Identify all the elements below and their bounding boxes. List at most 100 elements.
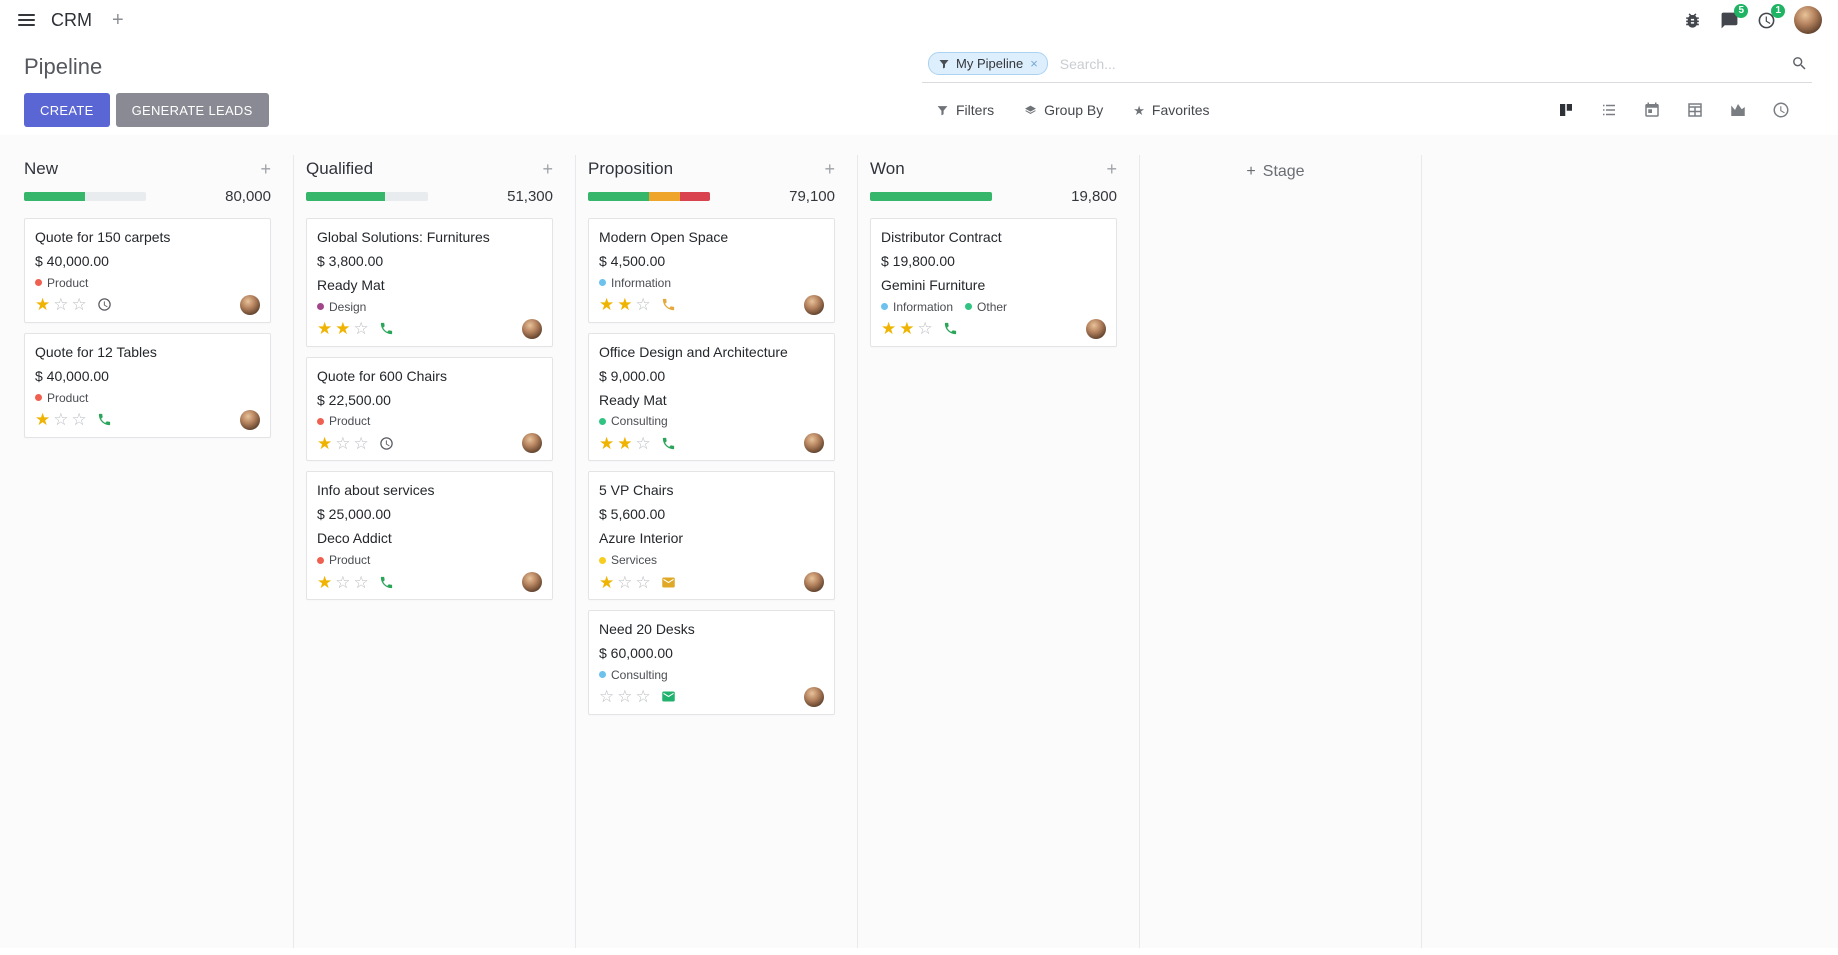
priority-star-icon[interactable]: ★ — [881, 319, 897, 339]
priority-star-icon[interactable]: ☆ — [335, 572, 351, 592]
card-footer: ★ ☆ ☆ — [35, 294, 260, 315]
quick-add-plus-icon[interactable]: + — [542, 159, 553, 179]
salesperson-avatar[interactable] — [1086, 318, 1106, 339]
salesperson-avatar[interactable] — [240, 294, 260, 315]
kanban-card[interactable]: Need 20 Desks $ 60,000.00 Consulting ☆ ☆ ☆ — [588, 610, 835, 715]
activity-phone-icon[interactable] — [379, 575, 394, 590]
priority-star-icon[interactable]: ★ — [317, 572, 333, 592]
debug-bug-icon[interactable] — [1683, 11, 1702, 30]
priority-star-icon[interactable]: ☆ — [617, 687, 633, 707]
salesperson-avatar[interactable] — [522, 318, 542, 339]
activity-envelope-icon[interactable] — [661, 575, 676, 590]
priority-star-icon[interactable]: ☆ — [635, 295, 651, 315]
search-icon[interactable] — [1791, 55, 1808, 72]
view-switch-list-icon[interactable] — [1600, 101, 1618, 119]
salesperson-avatar[interactable] — [804, 572, 824, 593]
view-switch-graph-icon[interactable] — [1729, 101, 1747, 119]
kanban-card[interactable]: Office Design and Architecture $ 9,000.00… — [588, 332, 835, 462]
priority-star-icon[interactable]: ★ — [617, 295, 633, 315]
group-by-button[interactable]: Group By — [1024, 102, 1103, 118]
priority-star-icon[interactable]: ☆ — [53, 295, 69, 315]
activity-phone-icon[interactable] — [661, 436, 676, 451]
user-avatar[interactable] — [1794, 6, 1822, 34]
priority-star-icon[interactable]: ★ — [335, 319, 351, 339]
priority-star-icon[interactable]: ★ — [317, 433, 333, 453]
search-bar[interactable]: My Pipeline × — [922, 50, 1812, 83]
salesperson-avatar[interactable] — [804, 433, 824, 454]
priority-star-icon[interactable]: ☆ — [635, 687, 651, 707]
search-input[interactable] — [1059, 55, 1781, 72]
kanban-card[interactable]: Quote for 600 Chairs $ 22,500.00 Product ★ ☆… — [306, 356, 553, 462]
facet-remove-icon[interactable]: × — [1030, 56, 1038, 71]
column-progressbar[interactable] — [870, 192, 992, 201]
view-switch-activity-icon[interactable] — [1772, 101, 1790, 119]
activity-phone-icon[interactable] — [379, 321, 394, 336]
activity-clock-icon[interactable] — [97, 297, 112, 312]
priority-star-icon[interactable]: ☆ — [353, 433, 369, 453]
activity-phone-icon[interactable] — [97, 412, 112, 427]
quick-add-plus-icon[interactable]: + — [1106, 159, 1117, 179]
priority-star-icon[interactable]: ☆ — [917, 319, 933, 339]
progressbar-segment[interactable] — [588, 192, 649, 201]
kanban-card[interactable]: Quote for 150 carpets $ 40,000.00 Product ★… — [24, 218, 271, 323]
plus-icon[interactable]: + — [112, 9, 124, 31]
column-progressbar[interactable] — [588, 192, 710, 201]
progressbar-segment[interactable] — [306, 192, 386, 201]
kanban-card[interactable]: Modern Open Space $ 4,500.00 Information ★ ★… — [588, 218, 835, 323]
create-button[interactable]: CREATE — [24, 93, 110, 127]
kanban-card[interactable]: Quote for 12 Tables $ 40,000.00 Product ★ ☆ ☆ — [24, 332, 271, 438]
kanban-card[interactable]: Global Solutions: Furnitures $ 3,800.00 Re… — [306, 218, 553, 347]
priority-star-icon[interactable]: ☆ — [635, 572, 651, 592]
priority-star-icon[interactable]: ☆ — [599, 687, 615, 707]
column-progressbar[interactable] — [24, 192, 146, 201]
progressbar-segment[interactable] — [679, 192, 710, 201]
salesperson-avatar[interactable] — [522, 433, 542, 454]
view-switch-calendar-icon[interactable] — [1643, 101, 1661, 119]
progressbar-segment[interactable] — [24, 192, 85, 201]
activities-clock-icon[interactable]: 1 — [1757, 3, 1785, 30]
priority-star-icon[interactable]: ☆ — [71, 410, 87, 430]
priority-star-icon[interactable]: ☆ — [353, 319, 369, 339]
favorites-button[interactable]: ★ Favorites — [1133, 102, 1209, 118]
priority-star-icon[interactable]: ★ — [617, 433, 633, 453]
quick-add-plus-icon[interactable]: + — [824, 159, 835, 179]
column-progressbar[interactable] — [306, 192, 428, 201]
priority-star-icon[interactable]: ☆ — [71, 295, 87, 315]
activity-phone-icon[interactable] — [661, 297, 676, 312]
salesperson-avatar[interactable] — [804, 294, 824, 315]
priority-star-icon[interactable]: ★ — [35, 295, 51, 315]
priority-star-icon[interactable]: ★ — [599, 572, 615, 592]
priority-star-icon[interactable]: ★ — [317, 319, 333, 339]
search-facet[interactable]: My Pipeline × — [928, 52, 1048, 75]
salesperson-avatar[interactable] — [804, 686, 824, 707]
priority-star-icon[interactable]: ★ — [599, 433, 615, 453]
progressbar-segment[interactable] — [870, 192, 992, 201]
priority-star-icon[interactable]: ★ — [599, 295, 615, 315]
generate-leads-button[interactable]: GENERATE LEADS — [115, 93, 269, 127]
activity-clock-icon[interactable] — [379, 436, 394, 451]
priority-star-icon[interactable]: ☆ — [53, 410, 69, 430]
view-switch-pivot-icon[interactable] — [1686, 101, 1704, 119]
kanban-card[interactable]: 5 VP Chairs $ 5,600.00 Azure Interior Servi… — [588, 471, 835, 601]
app-name[interactable]: CRM — [51, 9, 92, 30]
activity-envelope-icon[interactable] — [661, 689, 676, 704]
salesperson-avatar[interactable] — [522, 572, 542, 593]
progressbar-segment[interactable] — [649, 192, 680, 201]
kanban-card[interactable]: Info about services $ 25,000.00 Deco Addic… — [306, 471, 553, 601]
priority-star-icon[interactable]: ☆ — [617, 572, 633, 592]
activity-phone-icon[interactable] — [943, 321, 958, 336]
priority-star-icon[interactable]: ★ — [35, 410, 51, 430]
view-switch-kanban-icon[interactable] — [1557, 101, 1575, 119]
messages-icon[interactable]: 5 — [1720, 3, 1748, 30]
priority-star-icon[interactable]: ★ — [899, 319, 915, 339]
filters-button[interactable]: Filters — [936, 102, 994, 118]
kanban-card[interactable]: Distributor Contract $ 19,800.00 Gemini Fu… — [870, 218, 1117, 347]
apps-menu-icon[interactable] — [14, 10, 39, 30]
card-tags: Design — [317, 300, 542, 314]
salesperson-avatar[interactable] — [240, 409, 260, 430]
quick-add-plus-icon[interactable]: + — [260, 159, 271, 179]
priority-star-icon[interactable]: ☆ — [353, 572, 369, 592]
priority-star-icon[interactable]: ☆ — [635, 433, 651, 453]
priority-star-icon[interactable]: ☆ — [335, 433, 351, 453]
add-stage-button[interactable]: + Stage — [1246, 163, 1304, 181]
